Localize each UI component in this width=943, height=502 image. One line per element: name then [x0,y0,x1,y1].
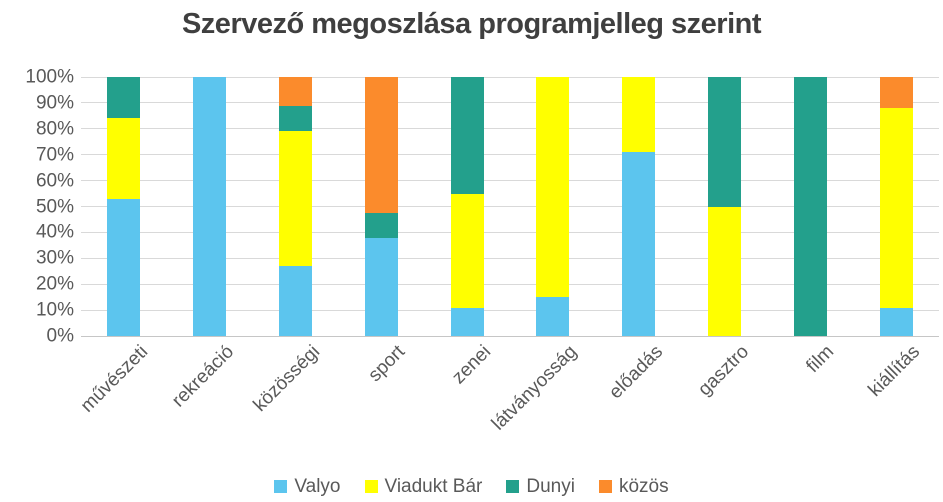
bar-slot-4 [338,77,424,336]
legend: Valyo Viadukt Bár Dunyi közös [0,477,943,496]
bar-slot-10 [853,77,939,336]
legend-swatch-icon [364,480,378,493]
bar [450,77,484,336]
legend-swatch-icon [274,480,288,493]
bar-segment [707,206,741,336]
gridline [81,76,939,78]
bar [707,77,741,336]
gridline [81,257,939,259]
bar-segment [107,198,141,336]
bar-slot-2 [167,77,253,336]
bar-slot-8 [682,77,768,336]
bar-segment [793,77,827,336]
bar-segment [450,77,484,194]
bar-slot-6 [510,77,596,336]
gridline [81,128,939,130]
bar-segment [278,77,312,106]
bars-row [81,77,939,336]
bar-segment [364,77,398,213]
bar [193,77,227,336]
bar-segment [278,266,312,336]
bar-segment [107,118,141,199]
bar-segment [193,77,227,336]
bar-segment [364,237,398,336]
legend-label: Dunyi [526,476,575,497]
bar-segment [879,77,913,109]
bar-segment [107,77,141,119]
gridline [81,102,939,104]
legend-label: közös [618,476,669,497]
legend-label: Viadukt Bár [384,476,483,497]
bar-slot-5 [424,77,510,336]
legend-item: Valyo [274,476,341,497]
bar-slot-1 [81,77,167,336]
legend-item: Dunyi [506,477,575,496]
bar-segment [278,105,312,132]
gridline [81,206,939,207]
y-tick-label: 50% [35,196,74,217]
chart-title: Szervező megoszlása programjelleg szerin… [181,8,762,40]
y-tick-label: 30% [35,247,74,269]
bar-segment [879,307,913,336]
bar-segment [450,307,484,336]
bar-slot-9 [767,77,853,336]
gridline [81,231,939,233]
bar [107,77,141,336]
y-tick-label: 70% [35,144,74,166]
y-tick-label: 10% [35,299,74,321]
bar [278,77,312,336]
gridline [81,309,939,311]
bar-segment [364,213,398,238]
bar-segment [622,152,656,336]
legend-item: közös [598,476,669,497]
y-tick-label: 80% [35,118,74,140]
bar-segment [879,108,913,308]
y-tick-label: 60% [35,170,74,192]
bar-segment [450,193,484,308]
y-axis: 0% 10% 20% 30% 40% 50% 60% 70% 80% 90% 100% [0,68,74,346]
bar-segment [536,77,570,298]
y-tick-label: 0% [46,325,74,347]
bar [793,77,827,336]
bar-segment [707,77,741,207]
gridline [81,180,939,182]
y-tick-label: 90% [35,92,74,114]
gridline [81,335,939,337]
legend-swatch-icon [506,480,520,493]
plot-area [81,76,939,337]
bar-segment [278,131,312,267]
bar-slot-3 [253,77,339,336]
y-tick-label: 40% [35,221,74,243]
bar [622,77,656,336]
legend-item: Viadukt Bár [364,476,483,497]
bar-slot-7 [596,77,682,336]
legend-swatch-icon [598,480,612,493]
y-tick-label: 20% [35,273,74,295]
y-tick-label: 100% [25,66,74,88]
legend-label: Valyo [294,476,341,497]
bar [364,77,398,336]
bar [536,77,570,336]
bar-segment [622,77,656,153]
bar-segment [536,297,570,336]
gridline [81,283,939,285]
gridline [81,154,939,156]
x-axis: művészeti rekreáció közösségi sport zenei lát… [77,341,939,452]
bar [879,77,913,336]
